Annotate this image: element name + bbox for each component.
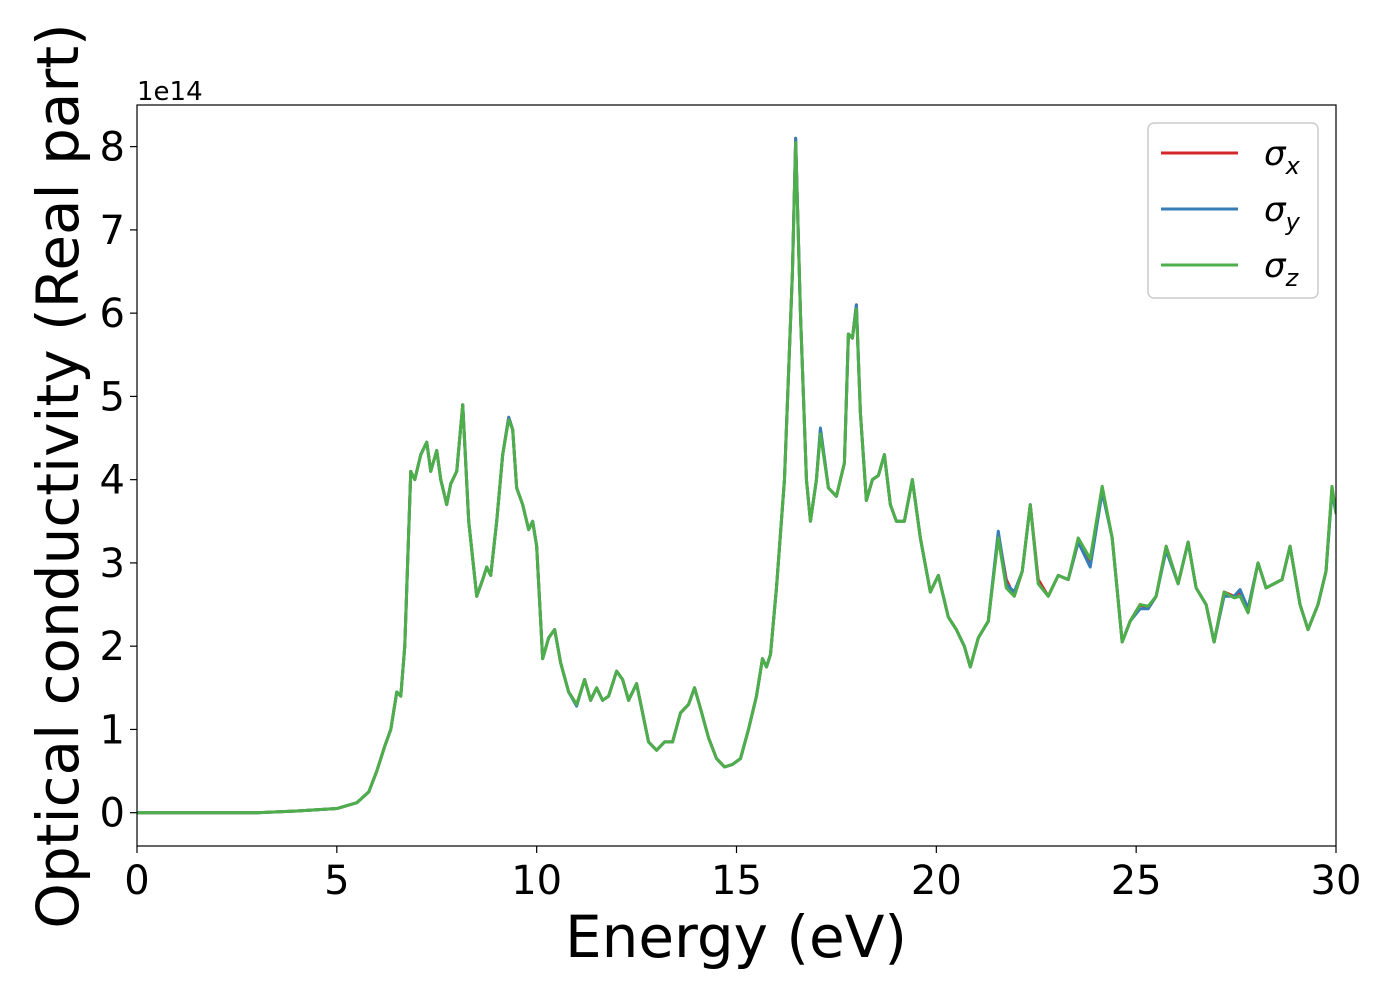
legend-label: σy bbox=[1264, 190, 1301, 236]
y-axis-offset-label: 1e14 bbox=[137, 77, 203, 107]
y-tick-label: 4 bbox=[100, 458, 125, 504]
y-tick-label: 8 bbox=[100, 125, 125, 171]
y-axis-label: Optical conductivity (Real part) bbox=[24, 23, 92, 928]
y-tick-label: 7 bbox=[100, 208, 125, 254]
x-axis-label: Energy (eV) bbox=[565, 903, 907, 971]
series-line-3 bbox=[137, 140, 1336, 815]
x-tick-label: 25 bbox=[1111, 858, 1162, 904]
y-tick-label: 1 bbox=[100, 707, 125, 753]
legend-label: σx bbox=[1264, 134, 1301, 180]
x-tick-label: 5 bbox=[324, 858, 349, 904]
y-axis-ticks: 0 1 2 3 4 5 6 7 8 bbox=[100, 125, 137, 837]
y-tick-label: 3 bbox=[100, 541, 125, 587]
x-tick-label: 15 bbox=[711, 858, 762, 904]
series-layer bbox=[137, 136, 1336, 815]
legend: σx σy σz bbox=[1147, 122, 1319, 299]
x-tick-label: 20 bbox=[911, 858, 962, 904]
x-axis-ticks: 0 5 10 15 20 25 30 bbox=[124, 846, 1361, 904]
x-tick-label: 0 bbox=[124, 858, 149, 904]
y-tick-label: 5 bbox=[100, 374, 125, 420]
x-tick-label: 30 bbox=[1311, 858, 1362, 904]
legend-label: σz bbox=[1264, 246, 1300, 292]
y-tick-label: 6 bbox=[100, 291, 125, 337]
x-tick-label: 10 bbox=[511, 858, 562, 904]
y-tick-label: 2 bbox=[100, 624, 125, 670]
y-tick-label: 0 bbox=[100, 791, 125, 837]
